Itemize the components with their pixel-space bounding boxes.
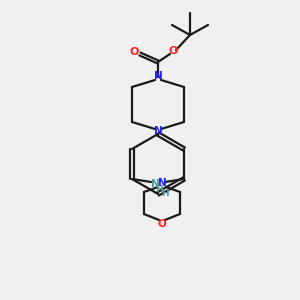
Text: H: H (161, 190, 169, 199)
Text: H: H (155, 185, 163, 194)
Text: N: N (151, 179, 159, 189)
Text: O: O (129, 47, 139, 57)
Text: O: O (168, 46, 178, 56)
Text: O: O (158, 219, 166, 229)
Text: N: N (154, 126, 162, 136)
Text: N: N (154, 71, 162, 81)
Text: N: N (158, 178, 166, 188)
